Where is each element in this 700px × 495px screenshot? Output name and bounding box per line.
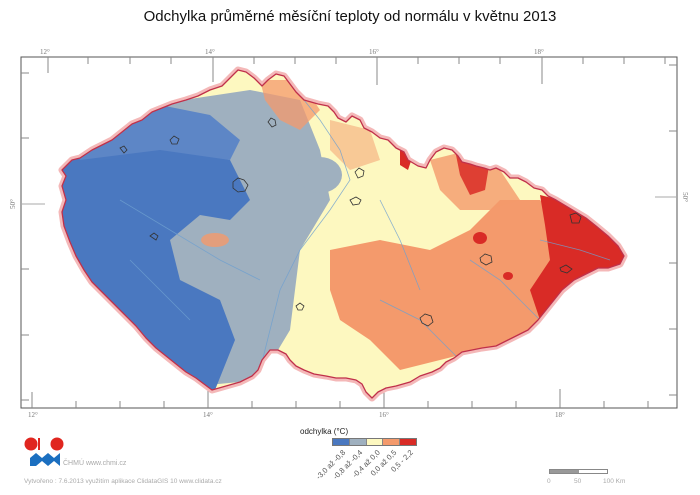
chmu-org-text: ČHMÚ www.chmi.cz bbox=[63, 460, 127, 467]
legend-swatch-4 bbox=[383, 439, 401, 445]
lon-label-bottom-12: 12° bbox=[28, 411, 38, 419]
legend-swatch-2 bbox=[349, 439, 367, 445]
scale-bar-dark-segment bbox=[550, 470, 579, 473]
lon-label-bottom-14: 14° bbox=[203, 411, 213, 419]
legend-labels: -3,0 až -0,8 -0,8 až -0,4 -0,4 až 0,0 0,… bbox=[314, 446, 417, 481]
top-ticks bbox=[47, 57, 666, 85]
left-ticks bbox=[21, 72, 45, 401]
lon-label-top-14: 14° bbox=[205, 48, 215, 56]
lon-label-bottom-16: 16° bbox=[379, 411, 389, 419]
scale-label-50: 50 bbox=[574, 478, 582, 485]
scale-label-0: 0 bbox=[547, 478, 551, 485]
lat-label-left-50: 50° bbox=[8, 199, 17, 209]
map-frame bbox=[20, 56, 678, 409]
scale-bar bbox=[549, 469, 608, 474]
lon-label-top-12: 12° bbox=[40, 48, 50, 56]
scale-bar-light-segment bbox=[578, 470, 607, 473]
legend: odchylka (°C) -3,0 až -0,8 -0,8 až -0,4 … bbox=[300, 427, 417, 481]
right-ticks bbox=[655, 64, 677, 396]
legend-swatches bbox=[332, 438, 417, 446]
temperature-zones bbox=[62, 70, 624, 398]
lat-label-right-50: 50° bbox=[680, 192, 689, 202]
lon-label-top-16: 16° bbox=[369, 48, 379, 56]
legend-swatch-5 bbox=[400, 439, 416, 445]
credit-text: Vytvořeno : 7.6.2013 využitím aplikace C… bbox=[24, 478, 222, 485]
legend-swatch-1 bbox=[333, 439, 350, 445]
lon-label-top-18: 18° bbox=[534, 48, 544, 56]
chmu-logo-icon bbox=[24, 437, 64, 466]
country-border bbox=[61, 69, 625, 399]
legend-swatch-3 bbox=[366, 439, 384, 445]
lon-label-bottom-18: 18° bbox=[555, 411, 565, 419]
scale-label-100: 100 Km bbox=[603, 478, 626, 485]
map-title: Odchylka průměrné měsíční teploty od nor… bbox=[143, 8, 557, 25]
bottom-ticks bbox=[31, 389, 649, 408]
legend-title: odchylka (°C) bbox=[300, 427, 349, 436]
